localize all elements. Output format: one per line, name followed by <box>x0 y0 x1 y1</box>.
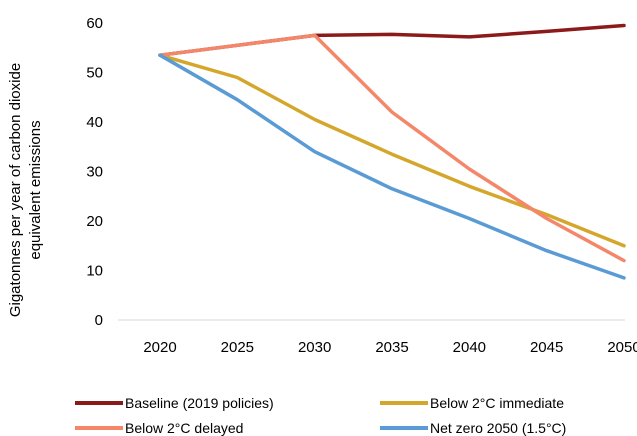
series-line-3 <box>158 33 626 263</box>
y-axis-title-line-1: Gigatonnes per year of carbon dioxide <box>7 63 24 317</box>
series-line-4 <box>158 53 626 280</box>
legend-item: Below 2°C delayed <box>75 420 243 436</box>
y-tick-label: 10 <box>86 263 103 280</box>
legend-label: Baseline (2019 policies) <box>125 395 274 411</box>
legend-item: Below 2°C immediate <box>380 395 564 411</box>
x-tick-label: 2040 <box>453 339 486 356</box>
y-tick-label: 0 <box>95 312 103 329</box>
legend-label: Net zero 2050 (1.5°C) <box>430 420 566 436</box>
x-tick-label: 2045 <box>530 339 563 356</box>
y-tick-labels: 0 10 20 30 40 50 60 <box>86 15 103 329</box>
series-line-1 <box>158 23 626 57</box>
x-tick-label: 2030 <box>298 339 331 356</box>
legend: Baseline (2019 policies) Below 2°C immedi… <box>75 395 566 436</box>
series-line-2 <box>158 53 626 248</box>
x-tick-label: 2050 <box>607 339 637 356</box>
y-tick-label: 60 <box>86 15 103 32</box>
y-tick-label: 20 <box>86 213 103 230</box>
legend-label: Below 2°C delayed <box>125 420 243 436</box>
legend-label: Below 2°C immediate <box>430 395 564 411</box>
series-lines <box>158 23 626 280</box>
x-tick-label: 2025 <box>221 339 254 356</box>
x-tick-labels: 2020 2025 2030 2035 2040 2045 2050 <box>143 339 637 356</box>
y-axis-title: Gigatonnes per year of carbon dioxide eq… <box>7 63 44 317</box>
y-tick-label: 30 <box>86 164 103 181</box>
y-tick-label: 50 <box>86 65 103 82</box>
y-tick-label: 40 <box>86 114 103 131</box>
legend-item: Net zero 2050 (1.5°C) <box>380 420 566 436</box>
y-axis-title-line-2: equivalent emissions <box>27 120 44 259</box>
x-tick-label: 2035 <box>375 339 408 356</box>
x-tick-label: 2020 <box>143 339 176 356</box>
legend-item: Baseline (2019 policies) <box>75 395 274 411</box>
